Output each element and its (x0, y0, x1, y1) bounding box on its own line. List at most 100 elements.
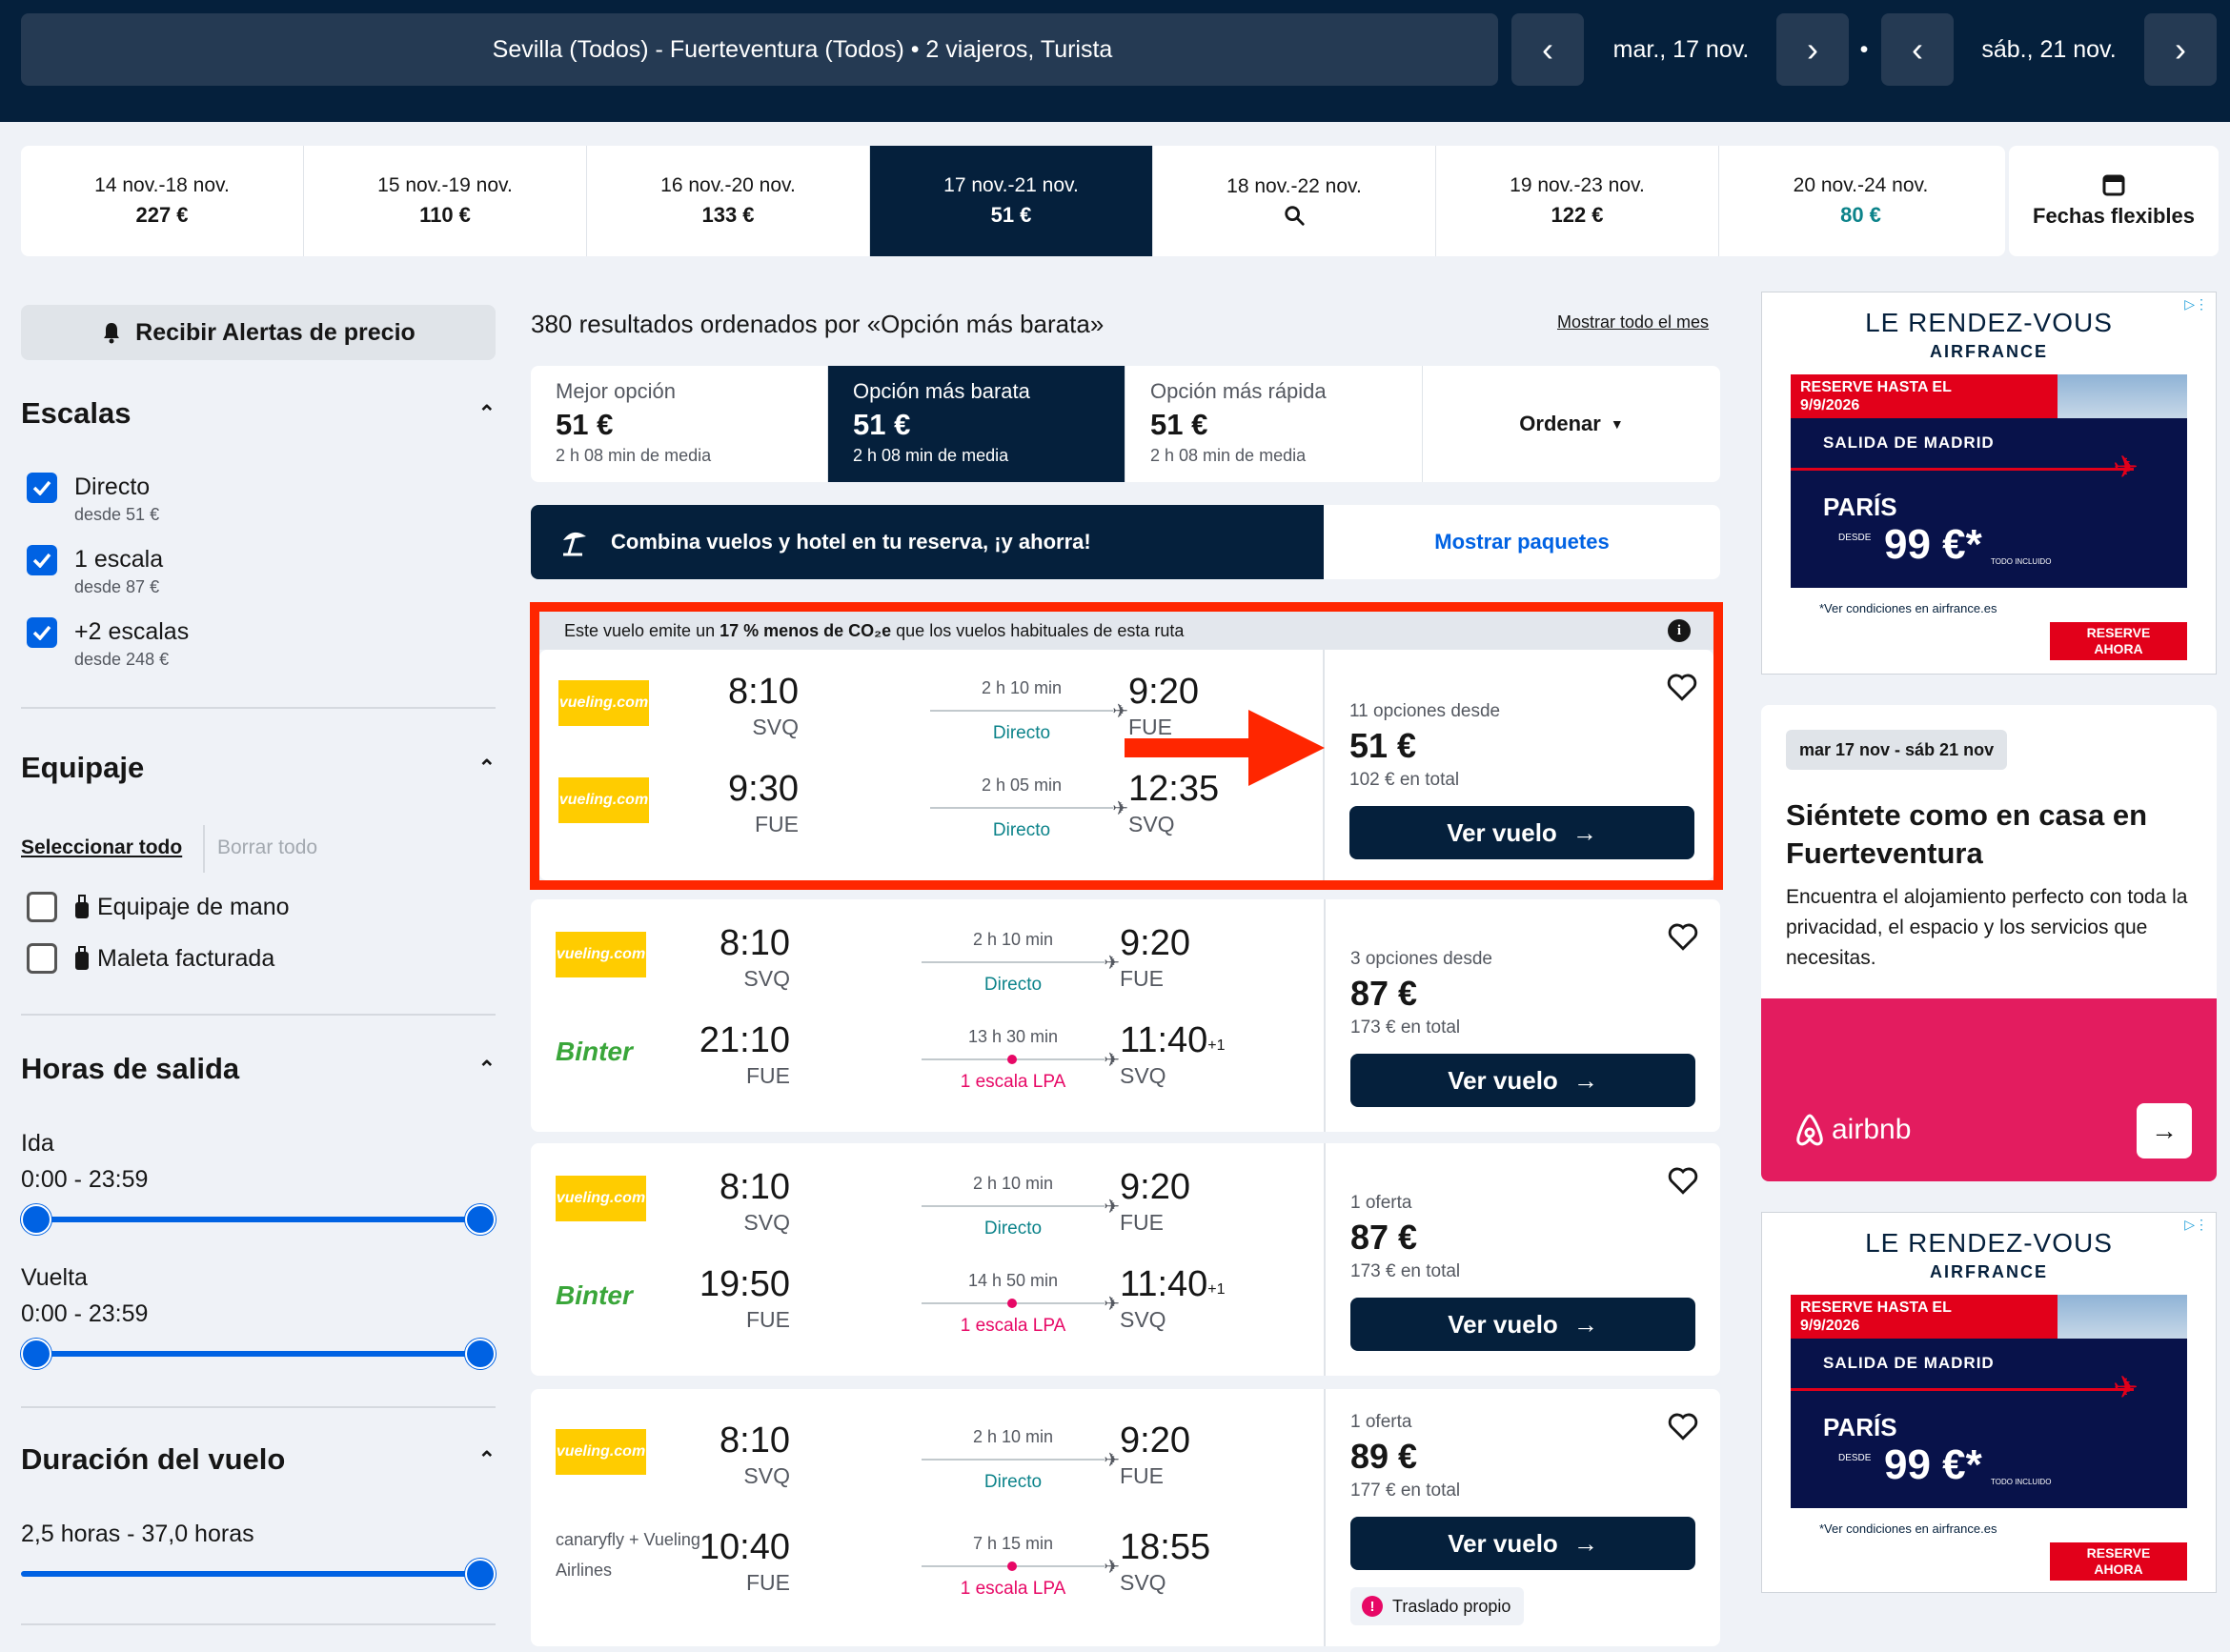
ad-brand: AIRFRANCE (1930, 1262, 2048, 1281)
view-flight-button[interactable]: Ver vuelo → (1350, 1517, 1695, 1570)
flight-result-card[interactable]: vueling.com 8:10 SVQ 2 h 10 min ✈ Directo 9… (539, 650, 1713, 880)
baggage-option-checked-bag[interactable]: Maleta facturada (27, 943, 274, 974)
checkbox-checked[interactable] (27, 473, 57, 503)
hotel-ad-dates: mar 17 nov - sáb 21 nov (1786, 730, 2008, 770)
date-separator-text: • (1859, 35, 1869, 63)
chevron-left-icon: ‹ (1912, 30, 1923, 69)
outbound-time-slider[interactable] (21, 1204, 496, 1235)
next-day-indicator: +1 (1207, 1281, 1226, 1298)
airfrance-ad[interactable]: ▷⋮ LE RENDEZ-VOUS AIRFRANCE RESERVE HAST… (1761, 292, 2217, 675)
date-option-cheapest[interactable]: 20 nov.-24 nov. 80 € (1719, 146, 2002, 256)
baggage-option-carry-on[interactable]: Equipaje de mano (27, 892, 290, 922)
slider-handle-max[interactable] (465, 1339, 496, 1369)
flight-duration: 2 h 05 min (981, 776, 1063, 795)
duration-slider[interactable] (21, 1559, 496, 1589)
sort-tab-best[interactable]: Mejor opción 51 € 2 h 08 min de media (531, 366, 828, 482)
search-summary[interactable]: Sevilla (Todos) - Fuerteventura (Todos) … (21, 13, 1498, 86)
flight-result-card[interactable]: vueling.com 8:10 SVQ 2 h 10 min ✈ Directo 9… (531, 1143, 1720, 1376)
baggage-section-header[interactable]: Equipaje ⌃ (21, 751, 496, 785)
date-option-selected[interactable]: 17 nov.-21 nov. 51 € (870, 146, 1153, 256)
ad-from: DESDE (1838, 1453, 1872, 1463)
heart-icon[interactable] (1667, 1410, 1699, 1442)
checkbox-checked[interactable] (27, 617, 57, 648)
date-option[interactable]: 15 nov.-19 nov. 110 € (304, 146, 587, 256)
arrival-airport: SVQ (1120, 1063, 1166, 1088)
slider-handle-max[interactable] (465, 1204, 496, 1235)
ad-cta-line: AHORA (2094, 641, 2143, 656)
checkbox-unchecked[interactable] (27, 943, 57, 974)
sort-tab-duration: 2 h 08 min de media (1150, 446, 1307, 465)
slider-handle-min[interactable] (21, 1339, 51, 1369)
sort-tabs: Mejor opción 51 € 2 h 08 min de media Opci… (531, 366, 1720, 482)
slider-handle-max[interactable] (465, 1559, 496, 1589)
stops-info: Directo (983, 1219, 1043, 1239)
chevron-up-icon: ⌃ (477, 401, 496, 425)
price: 51 € (1349, 726, 1417, 765)
ad-choices-icon[interactable]: ▷⋮ (2184, 296, 2208, 312)
view-flight-button[interactable]: Ver vuelo → (1349, 806, 1694, 859)
arrival-airport: FUE (1120, 1210, 1164, 1235)
hotel-ad-go-button[interactable]: → (2137, 1103, 2192, 1158)
airline-logo: canaryfly + Vueling Airlines (556, 1524, 746, 1591)
stops-section-header[interactable]: Escalas ⌃ (21, 396, 496, 431)
flight-duration: 13 h 30 min (967, 1027, 1059, 1046)
clear-all-link[interactable]: Borrar todo (217, 836, 318, 858)
date-option[interactable]: 18 nov.-22 nov. (1153, 146, 1436, 256)
stops-option-label: 1 escala (74, 546, 164, 573)
heart-icon[interactable] (1667, 920, 1699, 953)
promo-text: Combina vuelos y hotel en tu reserva, ¡y… (611, 530, 1091, 554)
sort-order-dropdown[interactable]: Ordenar ▼ (1423, 366, 1720, 482)
flight-result-card[interactable]: vueling.com 8:10 SVQ 2 h 10 min ✈ Directo 9… (531, 1389, 1720, 1646)
next-depart-date-button[interactable]: › (1776, 13, 1849, 86)
view-flight-button[interactable]: Ver vuelo → (1350, 1298, 1695, 1351)
departure-times-section-header[interactable]: Horas de salida ⌃ (21, 1052, 496, 1086)
date-option[interactable]: 14 nov.-18 nov. 227 € (21, 146, 304, 256)
view-flight-label: Ver vuelo (1448, 1065, 1558, 1095)
return-date[interactable]: sáb., 21 nov. (1963, 13, 2135, 86)
view-flight-button[interactable]: Ver vuelo → (1350, 1054, 1695, 1107)
baggage-title: Equipaje (21, 751, 145, 784)
airfrance-ad[interactable]: ▷⋮ LE RENDEZ-VOUS AIRFRANCE RESERVE HAST… (1761, 1212, 2217, 1593)
flexible-dates-label: Fechas flexibles (2033, 204, 2195, 228)
arrow-right-icon: → (2151, 1116, 2178, 1145)
hotel-ad[interactable]: mar 17 nov - sáb 21 nov Siéntete como en… (1761, 705, 2217, 1181)
ad-reserve-button[interactable]: RESERVE AHORA (2050, 622, 2187, 660)
checkbox-checked[interactable] (27, 545, 57, 575)
ad-choices-icon[interactable]: ▷⋮ (2184, 1217, 2208, 1232)
ad-tag: RESERVE HASTA EL 9/9/2026 (1791, 374, 2058, 418)
select-all-link[interactable]: Seleccionar todo (21, 836, 183, 858)
heart-icon[interactable] (1667, 1164, 1699, 1197)
depart-date[interactable]: mar., 17 nov. (1595, 13, 1767, 86)
price: 87 € (1350, 974, 1418, 1013)
sort-tab-fastest[interactable]: Opción más rápida 51 € 2 h 08 min de media (1125, 366, 1423, 482)
ad-destination: PARÍS (1823, 1413, 1897, 1441)
prev-return-date-button[interactable]: ‹ (1881, 13, 1954, 86)
flight-result-card[interactable]: vueling.com 8:10 SVQ 2 h 10 min ✈ Directo 9… (531, 899, 1720, 1132)
prev-depart-date-button[interactable]: ‹ (1511, 13, 1584, 86)
flexible-dates-button[interactable]: Fechas flexibles (2009, 146, 2219, 256)
sort-tab-duration: 2 h 08 min de media (556, 446, 712, 465)
stops-option-one[interactable]: 1 escala desde 87 € (27, 545, 163, 597)
stops-option-two-plus[interactable]: +2 escalas desde 248 € (27, 617, 189, 670)
heart-icon[interactable] (1666, 671, 1698, 703)
date-price: 133 € (701, 203, 755, 227)
next-return-date-button[interactable]: › (2144, 13, 2217, 86)
ad-reserve-button[interactable]: RESERVE AHORA (2050, 1542, 2187, 1581)
arrival-time: 9:20 (1120, 923, 1190, 963)
sort-tab-cheapest[interactable]: Opción más barata 51 € 2 h 08 min de media (828, 366, 1125, 482)
date-price: 110 € (419, 203, 471, 227)
checkbox-unchecked[interactable] (27, 892, 57, 922)
ad-included: TODO INCLUIDO (1991, 1478, 2052, 1486)
return-time-slider[interactable] (21, 1339, 496, 1369)
slider-handle-min[interactable] (21, 1204, 51, 1235)
duration-section-header[interactable]: Duración del vuelo ⌃ (21, 1442, 496, 1477)
arrow-right-icon: → (1572, 1065, 1598, 1095)
check-icon (32, 480, 51, 495)
price-alert-button[interactable]: Recibir Alertas de precio (21, 305, 496, 360)
info-icon[interactable]: i (1668, 619, 1691, 642)
show-packages-button[interactable]: Mostrar paquetes (1324, 505, 1720, 579)
stops-option-direct[interactable]: Directo desde 51 € (27, 473, 159, 525)
show-whole-month-link[interactable]: Mostrar todo el mes (1557, 312, 1710, 332)
date-option[interactable]: 19 nov.-23 nov. 122 € (1436, 146, 1719, 256)
date-option[interactable]: 16 nov.-20 nov. 133 € (587, 146, 870, 256)
